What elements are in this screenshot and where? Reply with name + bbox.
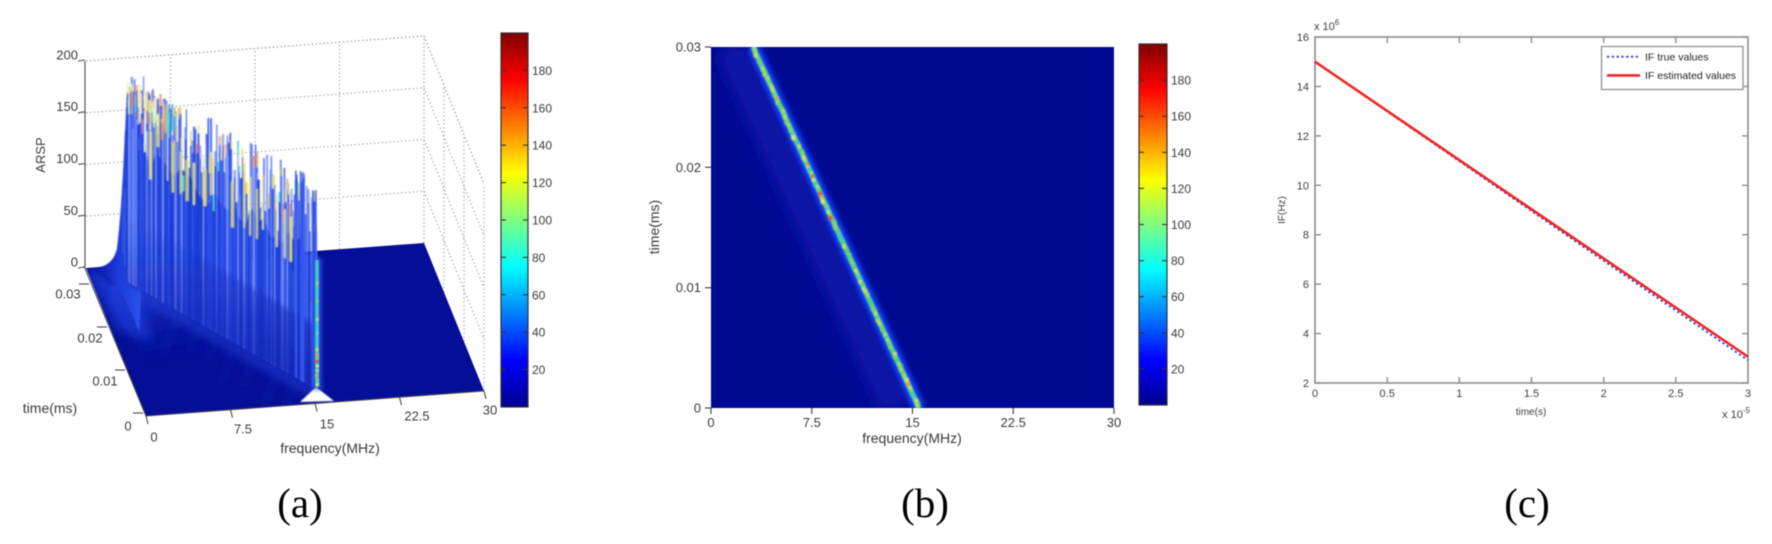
svg-text:100: 100 (1171, 218, 1191, 232)
svg-text:140: 140 (1171, 146, 1191, 160)
svg-text:10: 10 (1297, 180, 1309, 192)
svg-text:0.03: 0.03 (676, 40, 701, 55)
svg-text:0: 0 (71, 255, 78, 270)
svg-text:20: 20 (532, 363, 546, 377)
svg-text:180: 180 (532, 64, 552, 78)
svg-text:frequency(MHz): frequency(MHz) (280, 440, 380, 456)
svg-text:0: 0 (150, 430, 157, 445)
svg-text:(a): (a) (277, 480, 323, 526)
svg-text:3: 3 (1745, 388, 1751, 400)
svg-text:15: 15 (320, 417, 334, 432)
svg-text:0: 0 (707, 415, 714, 430)
svg-text:0.02: 0.02 (77, 331, 102, 346)
svg-text:time(ms): time(ms) (23, 400, 77, 416)
svg-text:150: 150 (56, 99, 78, 114)
svg-text:frequency(MHz): frequency(MHz) (862, 430, 962, 446)
svg-text:IF true values: IF true values (1645, 52, 1709, 64)
svg-text:30: 30 (1107, 415, 1121, 430)
svg-text:0: 0 (124, 419, 131, 434)
svg-text:7.5: 7.5 (803, 415, 821, 430)
svg-text:0.03: 0.03 (55, 287, 80, 302)
svg-text:12: 12 (1297, 131, 1309, 143)
svg-text:0.01: 0.01 (676, 280, 701, 295)
svg-text:14: 14 (1297, 81, 1309, 93)
svg-text:120: 120 (1171, 182, 1191, 196)
svg-text:80: 80 (1171, 254, 1185, 268)
svg-text:22.5: 22.5 (404, 409, 429, 424)
svg-text:1: 1 (1456, 388, 1462, 400)
svg-text:2: 2 (1303, 378, 1309, 390)
svg-text:140: 140 (532, 139, 552, 153)
svg-text:0: 0 (694, 401, 701, 416)
svg-text:16: 16 (1297, 32, 1309, 44)
svg-text:60: 60 (1171, 290, 1185, 304)
svg-text:40: 40 (1171, 326, 1185, 340)
svg-text:160: 160 (532, 101, 552, 115)
svg-text:20: 20 (1171, 362, 1185, 376)
svg-text:x 106: x 106 (1314, 18, 1340, 33)
svg-text:IF estimated values: IF estimated values (1645, 70, 1736, 82)
svg-text:0.01: 0.01 (92, 374, 117, 389)
svg-text:22.5: 22.5 (1001, 415, 1026, 430)
svg-text:IF(Hz): IF(Hz) (1277, 196, 1288, 224)
svg-text:200: 200 (56, 48, 78, 63)
svg-text:2.5: 2.5 (1668, 388, 1683, 400)
svg-text:x 10-5: x 10-5 (1722, 406, 1750, 421)
svg-text:(c): (c) (1504, 480, 1550, 526)
svg-text:ARSP: ARSP (33, 137, 48, 172)
svg-text:7.5: 7.5 (234, 422, 252, 437)
svg-text:0.5: 0.5 (1380, 388, 1395, 400)
svg-text:50: 50 (64, 203, 78, 218)
svg-text:100: 100 (532, 214, 552, 228)
svg-text:1.5: 1.5 (1524, 388, 1539, 400)
svg-text:180: 180 (1171, 74, 1191, 88)
svg-text:100: 100 (56, 151, 78, 166)
svg-text:time(ms): time(ms) (646, 200, 662, 254)
svg-text:160: 160 (1171, 110, 1191, 124)
svg-text:30: 30 (483, 403, 497, 418)
svg-text:(b): (b) (901, 480, 949, 526)
svg-text:40: 40 (532, 326, 546, 340)
svg-text:4: 4 (1303, 329, 1309, 341)
svg-text:120: 120 (532, 176, 552, 190)
svg-text:6: 6 (1303, 279, 1309, 291)
svg-text:2: 2 (1601, 388, 1607, 400)
svg-text:60: 60 (532, 288, 546, 302)
svg-text:8: 8 (1303, 230, 1309, 242)
svg-text:0.02: 0.02 (676, 160, 701, 175)
svg-text:80: 80 (532, 251, 546, 265)
svg-text:0: 0 (1312, 388, 1318, 400)
svg-text:time(s): time(s) (1516, 407, 1547, 418)
svg-text:15: 15 (905, 415, 919, 430)
